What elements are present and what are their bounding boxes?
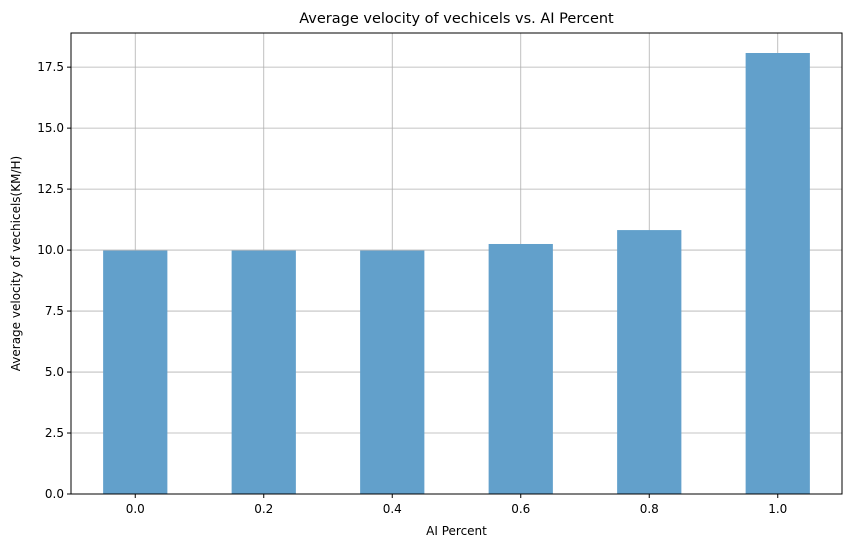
chart-title: Average velocity of vechicels vs. AI Per… — [299, 11, 614, 27]
bar-0.0 — [103, 250, 168, 494]
axis-ticks: 0.0 0.2 0.4 0.6 0.8 1.0 0.0 2.5 5.0 7.5 10.0 12.5 15… — [37, 60, 787, 516]
y-tick-label: 17.5 — [37, 60, 64, 74]
y-tick-label: 5.0 — [45, 365, 64, 379]
bar-0.4 — [360, 250, 425, 494]
y-tick-label: 10.0 — [37, 243, 64, 257]
x-tick-label: 0.0 — [126, 502, 145, 516]
y-tick-label: 0.0 — [45, 487, 64, 501]
y-tick-label: 7.5 — [45, 304, 64, 318]
y-axis-label: Average velocity of vechicels(KM/H) — [9, 156, 23, 371]
x-tick-label: 0.6 — [511, 502, 530, 516]
x-tick-label: 0.8 — [640, 502, 659, 516]
x-tick-label: 1.0 — [768, 502, 787, 516]
bar-1.0 — [745, 53, 810, 494]
y-tick-label: 15.0 — [37, 121, 64, 135]
bar-0.6 — [488, 243, 553, 494]
plot-frame — [70, 32, 843, 495]
x-tick-label: 0.4 — [383, 502, 402, 516]
bar-0.2 — [231, 250, 296, 494]
x-tick-label: 0.2 — [254, 502, 273, 516]
y-tick-label: 2.5 — [45, 426, 64, 440]
x-axis-label: AI Percent — [426, 524, 487, 538]
bars — [103, 53, 810, 494]
y-tick-label: 12.5 — [37, 182, 64, 196]
bar-0.8 — [617, 230, 682, 494]
